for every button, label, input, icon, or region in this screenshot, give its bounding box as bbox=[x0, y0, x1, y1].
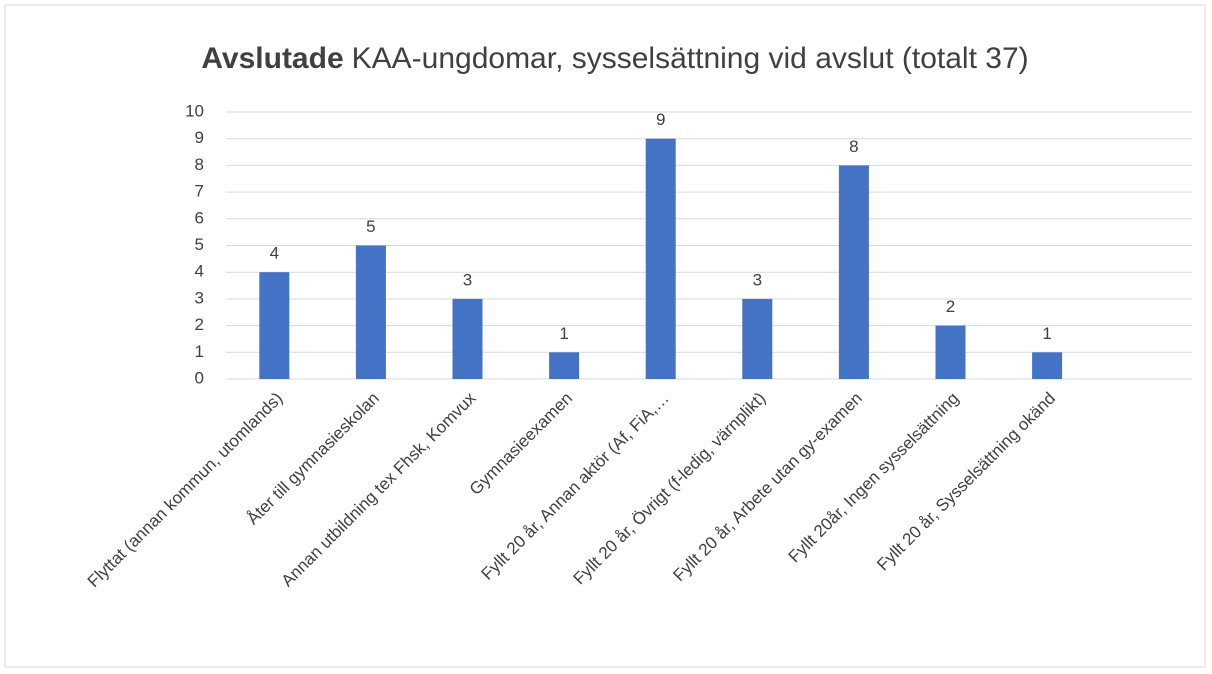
data-label: 8 bbox=[849, 137, 858, 156]
y-tick-label: 8 bbox=[195, 155, 204, 174]
bar bbox=[549, 352, 580, 379]
data-label: 3 bbox=[463, 270, 472, 289]
y-tick-label: 7 bbox=[195, 182, 204, 201]
data-label: 1 bbox=[1042, 324, 1051, 343]
bar bbox=[259, 272, 290, 379]
y-tick-label: 4 bbox=[195, 262, 204, 281]
bar bbox=[645, 138, 676, 379]
bar bbox=[452, 298, 483, 379]
bar bbox=[838, 165, 869, 379]
bar bbox=[355, 245, 386, 379]
title-bold: Avslutade bbox=[201, 42, 343, 75]
bar bbox=[935, 325, 966, 379]
y-tick-label: 10 bbox=[185, 101, 204, 120]
data-label: 1 bbox=[559, 324, 568, 343]
chart-title: Avslutade KAA-ungdomar, sysselsättning vi… bbox=[201, 42, 1028, 75]
y-tick-label: 0 bbox=[195, 368, 204, 387]
title-rest: KAA-ungdomar, sysselsättning vid avslut … bbox=[352, 42, 1029, 75]
data-label: 5 bbox=[366, 217, 375, 236]
data-label: 9 bbox=[656, 110, 665, 129]
y-tick-label: 6 bbox=[195, 208, 204, 227]
bar bbox=[742, 298, 773, 379]
y-tick-label: 3 bbox=[195, 288, 204, 307]
y-tick-label: 1 bbox=[195, 342, 204, 361]
data-label: 2 bbox=[946, 297, 955, 316]
bar bbox=[1032, 352, 1063, 379]
y-tick-label: 9 bbox=[195, 128, 204, 147]
chart-border bbox=[4, 4, 1206, 668]
data-label: 3 bbox=[753, 270, 762, 289]
y-tick-label: 2 bbox=[195, 315, 204, 334]
y-tick-label: 5 bbox=[195, 235, 204, 254]
data-label: 4 bbox=[270, 244, 279, 263]
